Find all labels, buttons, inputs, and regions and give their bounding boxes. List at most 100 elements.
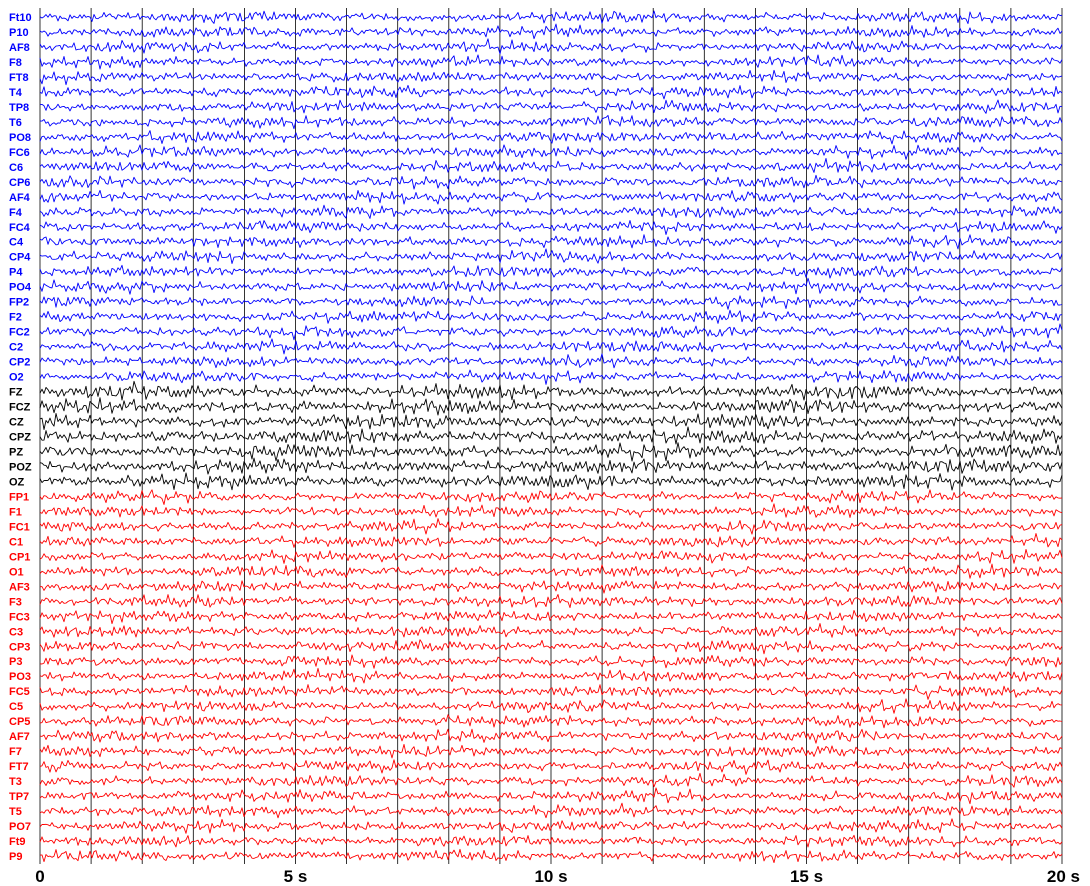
channel-label-fc4: FC4 xyxy=(9,222,31,234)
trace-c4 xyxy=(39,234,1063,250)
trace-fc3 xyxy=(39,609,1063,625)
channel-label-ft10: Ft10 xyxy=(9,12,32,24)
channel-label-f7: F7 xyxy=(9,746,22,758)
channel-label-cp4: CP4 xyxy=(9,252,31,264)
channel-label-t4: T4 xyxy=(9,87,23,99)
trace-cp1 xyxy=(39,548,1063,564)
trace-c3 xyxy=(39,623,1063,638)
channel-label-p10: P10 xyxy=(9,27,29,39)
trace-cp6 xyxy=(39,174,1063,190)
channel-label-o1: O1 xyxy=(9,566,24,578)
channel-label-f1: F1 xyxy=(9,506,22,518)
trace-c5 xyxy=(39,698,1063,714)
channel-label-af3: AF3 xyxy=(9,581,30,593)
trace-f7 xyxy=(39,743,1063,759)
trace-f3 xyxy=(39,594,1063,609)
trace-af4 xyxy=(39,189,1063,205)
channel-label-fc6: FC6 xyxy=(9,147,30,159)
channel-label-oz: OZ xyxy=(9,476,25,488)
channel-label-fcz: FCZ xyxy=(9,402,31,414)
x-tick-label-20: 20 s xyxy=(1047,867,1080,886)
trace-fc6 xyxy=(39,144,1063,160)
trace-p9 xyxy=(39,848,1063,864)
channel-label-cp3: CP3 xyxy=(9,641,30,653)
trace-t4 xyxy=(39,84,1063,100)
channel-label-c2: C2 xyxy=(9,342,23,354)
trace-cp2 xyxy=(39,353,1063,369)
channel-label-c5: C5 xyxy=(9,701,23,713)
channel-label-tp7: TP7 xyxy=(9,791,29,803)
channel-label-c1: C1 xyxy=(9,536,23,548)
trace-c6 xyxy=(39,157,1063,173)
channel-label-po8: PO8 xyxy=(9,132,31,144)
trace-cz xyxy=(39,413,1063,430)
trace-c2 xyxy=(39,338,1063,355)
channel-label-po4: PO4 xyxy=(9,282,32,294)
trace-p3 xyxy=(39,654,1063,669)
channel-label-t3: T3 xyxy=(9,776,22,788)
trace-ft8 xyxy=(39,69,1063,86)
trace-cp4 xyxy=(39,248,1063,264)
channel-label-f4: F4 xyxy=(9,207,23,219)
trace-tp7 xyxy=(39,787,1063,805)
trace-p10 xyxy=(39,23,1063,40)
channel-label-cp6: CP6 xyxy=(9,177,30,189)
channel-label-cz: CZ xyxy=(9,417,24,429)
trace-t5 xyxy=(39,802,1063,819)
trace-ft10 xyxy=(39,10,1063,25)
channel-label-f3: F3 xyxy=(9,596,22,608)
channel-label-p3: P3 xyxy=(9,656,22,668)
trace-fc5 xyxy=(39,684,1063,700)
channel-labels: Ft10 P10 AF8 F8 FT8 T4 TP8 T6 PO8 FC6 C6 CP6 AF4 F4 FC… xyxy=(9,12,32,863)
channel-label-af8: AF8 xyxy=(9,42,30,54)
trace-cpz xyxy=(39,426,1063,445)
channel-label-poz: POZ xyxy=(9,461,32,473)
trace-c1 xyxy=(39,533,1063,548)
channel-label-cp1: CP1 xyxy=(9,551,30,563)
trace-pz xyxy=(39,442,1063,462)
trace-po8 xyxy=(39,130,1063,145)
trace-f8 xyxy=(39,54,1063,70)
channel-label-o2: O2 xyxy=(9,372,24,384)
channel-label-c4: C4 xyxy=(9,237,24,249)
x-tick-label-5: 5 s xyxy=(284,867,308,886)
trace-ft7 xyxy=(39,759,1063,775)
channel-label-c3: C3 xyxy=(9,626,23,638)
channel-label-tp8: TP8 xyxy=(9,102,29,114)
trace-ft9 xyxy=(39,834,1063,848)
trace-f1 xyxy=(39,503,1063,518)
x-axis-tick-labels: 0 5 s 10 s 15 s 20 s xyxy=(35,867,1080,886)
channel-label-t6: T6 xyxy=(9,117,22,129)
channel-label-fc5: FC5 xyxy=(9,686,30,698)
channel-label-ft7: FT7 xyxy=(9,761,29,773)
trace-af3 xyxy=(39,580,1063,594)
trace-o2 xyxy=(39,369,1063,385)
channel-label-po3: PO3 xyxy=(9,671,31,683)
trace-fp1 xyxy=(39,489,1063,505)
channel-label-p9: P9 xyxy=(9,851,22,863)
channel-label-p4: P4 xyxy=(9,267,23,279)
trace-oz xyxy=(39,472,1063,491)
trace-po3 xyxy=(39,667,1063,684)
x-tick-label-10: 10 s xyxy=(534,867,567,886)
x-tick-label-15: 15 s xyxy=(790,867,823,886)
trace-f2 xyxy=(39,309,1063,324)
channel-label-cp5: CP5 xyxy=(9,716,30,728)
channel-label-fc1: FC1 xyxy=(9,521,30,533)
trace-tp8 xyxy=(39,99,1063,114)
trace-fcz xyxy=(39,397,1063,416)
trace-fz xyxy=(39,380,1063,401)
trace-fc2 xyxy=(39,323,1063,341)
channel-label-fz: FZ xyxy=(9,387,23,399)
x-tick-label-0: 0 xyxy=(35,867,44,886)
trace-po4 xyxy=(39,277,1063,295)
trace-af8 xyxy=(39,38,1063,55)
channel-label-fc2: FC2 xyxy=(9,327,30,339)
trace-f4 xyxy=(39,204,1063,219)
trace-p4 xyxy=(39,264,1063,279)
trace-t3 xyxy=(39,772,1063,788)
trace-fc1 xyxy=(39,518,1063,535)
trace-o1 xyxy=(39,563,1063,579)
trace-po7 xyxy=(39,818,1063,834)
